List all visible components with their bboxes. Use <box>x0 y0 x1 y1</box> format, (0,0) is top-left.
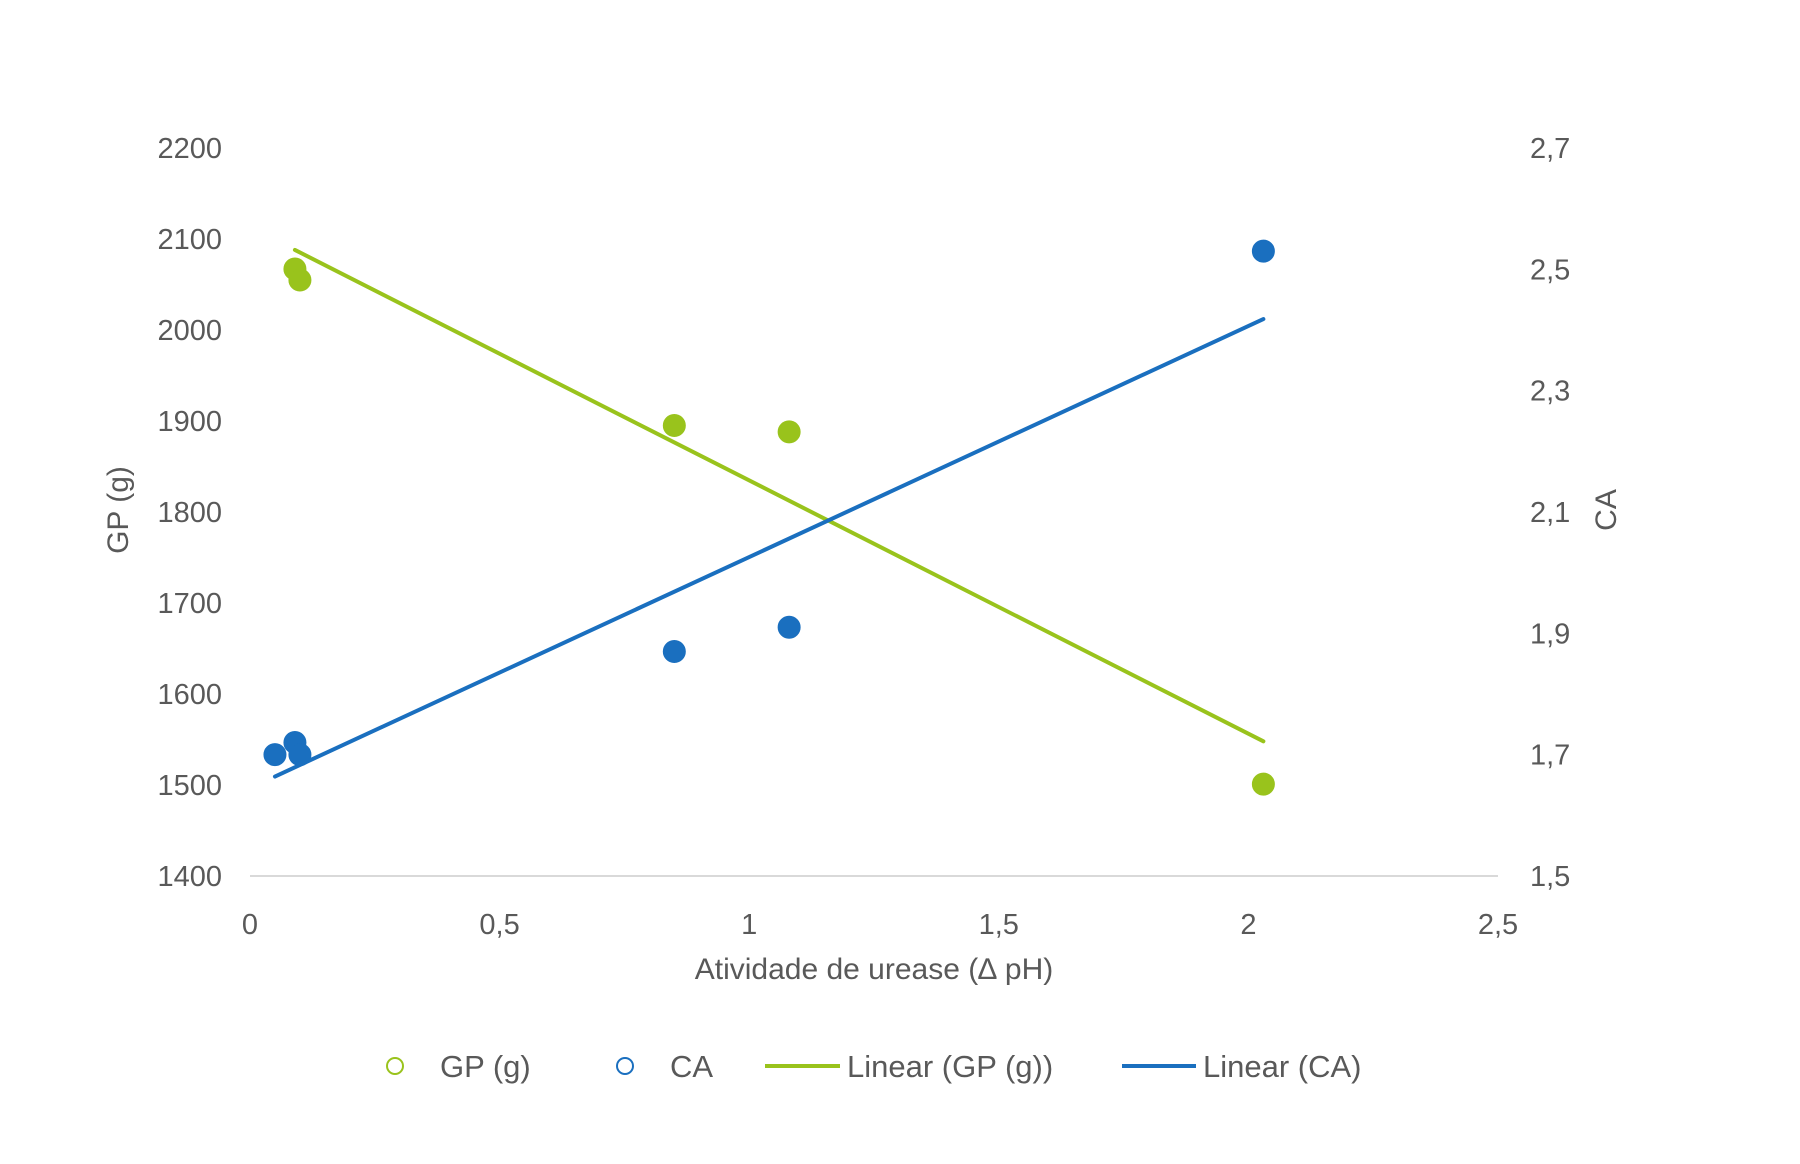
y-tick-label: 1600 <box>157 679 222 711</box>
legend-marker-gp <box>386 1057 404 1075</box>
data-points <box>263 239 1275 796</box>
x-tick-label: 2,5 <box>1478 909 1518 941</box>
x-tick-label: 2 <box>1240 909 1256 941</box>
y2-axis-title: CA <box>1590 489 1623 531</box>
y-tick-label: 2000 <box>157 315 222 347</box>
y-tick-label: 1700 <box>157 588 222 620</box>
y2-tick-label: 1,9 <box>1530 618 1570 650</box>
trendline-gp <box>292 247 1266 744</box>
trendlines <box>272 247 1266 779</box>
ca-data-point <box>777 615 801 639</box>
gp-data-point <box>662 414 686 438</box>
ca-data-point <box>288 743 312 767</box>
ca-data-point <box>662 640 686 664</box>
y-tick-label: 1900 <box>157 406 222 438</box>
x-tick-label: 0,5 <box>479 909 519 941</box>
legend-label-ca: CA <box>670 1049 713 1084</box>
ca-data-point <box>1251 239 1275 263</box>
legend: GP (g) CA Linear (GP (g)) Linear (CA) <box>386 1049 1362 1084</box>
x-tick-labels: 0 0,5 1 1,5 2 2,5 <box>242 909 1518 941</box>
y2-tick-labels: 1,5 1,7 1,9 2,1 2,3 2,5 2,7 <box>1530 133 1570 893</box>
gp-data-point <box>288 268 312 292</box>
gp-data-point <box>777 420 801 444</box>
y2-tick-label: 1,5 <box>1530 861 1570 893</box>
x-tick-label: 0 <box>242 909 258 941</box>
y-tick-label: 2100 <box>157 224 222 256</box>
ca-data-point <box>263 743 287 767</box>
y-tick-labels: 1400 1500 1600 1700 1800 1900 2000 2100 2200 <box>157 133 222 893</box>
x-axis-title: Atividade de urease (∆ pH) <box>695 953 1054 986</box>
y2-tick-label: 2,3 <box>1530 376 1570 408</box>
x-tick-label: 1 <box>741 909 757 941</box>
y-tick-label: 1400 <box>157 861 222 893</box>
trendline-ca <box>272 317 1266 779</box>
y-tick-label: 1500 <box>157 770 222 802</box>
y2-tick-label: 2,1 <box>1530 497 1570 529</box>
y2-tick-label: 2,7 <box>1530 133 1570 165</box>
legend-label-gp: GP (g) <box>440 1049 531 1084</box>
gp-data-point <box>1251 772 1275 796</box>
y-axis-title: GP (g) <box>102 466 135 554</box>
y2-tick-label: 2,5 <box>1530 254 1570 286</box>
y2-tick-label: 1,7 <box>1530 740 1570 772</box>
legend-label-trend-ca: Linear (CA) <box>1203 1049 1362 1084</box>
y-tick-label: 2200 <box>157 133 222 165</box>
x-tick-label: 1,5 <box>979 909 1019 941</box>
y-tick-label: 1800 <box>157 497 222 529</box>
legend-label-trend-gp: Linear (GP (g)) <box>847 1049 1053 1084</box>
legend-marker-ca <box>616 1057 634 1075</box>
